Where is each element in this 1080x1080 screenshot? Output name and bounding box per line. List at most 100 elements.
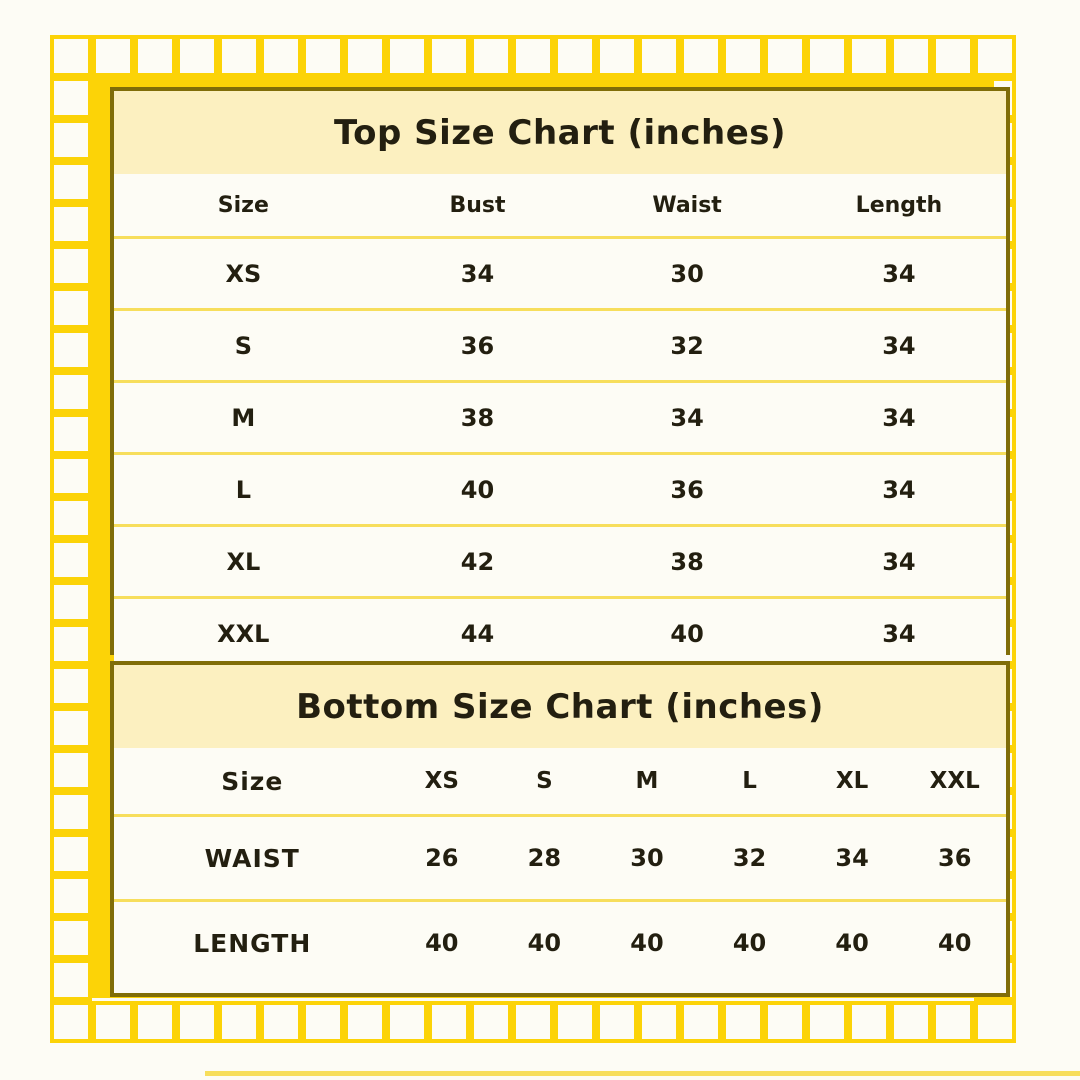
cell-length: 34 <box>791 308 1006 382</box>
frame-grid-cell <box>176 1001 218 1043</box>
frame-grid-cell <box>50 959 92 1001</box>
frame-grid-cell <box>50 77 92 119</box>
bottom-col-header-s: S <box>536 768 553 794</box>
top-chart-title: Top Size Chart (inches) <box>333 112 787 153</box>
frame-grid-cell <box>302 35 344 77</box>
frame-grid-cell <box>50 497 92 539</box>
cell-bust: 44 <box>372 596 583 668</box>
top-col-header-size: Size <box>217 192 269 218</box>
cell-waist-l: 32 <box>698 814 801 901</box>
frame-grid-cell <box>302 1001 344 1043</box>
frame-grid-cell <box>890 1001 932 1043</box>
cell-length: 34 <box>791 596 1006 668</box>
frame-grid-cell <box>386 35 428 77</box>
cell-size: XXL <box>114 596 373 668</box>
frame-grid-cell <box>50 119 92 161</box>
bottom-col-header-size: Size <box>221 766 284 796</box>
frame-grid-cell <box>638 35 680 77</box>
table-row: XL 42 38 34 <box>114 524 1006 598</box>
cell-length: 34 <box>791 452 1006 526</box>
cell-size: S <box>114 308 373 382</box>
cell-bust: 38 <box>372 380 583 454</box>
frame-grid-cell <box>848 35 890 77</box>
frame-grid-cell <box>50 161 92 203</box>
frame-grid-cell <box>134 1001 176 1043</box>
cell-waist-xxl: 36 <box>903 814 1006 901</box>
frame-grid-cell <box>932 35 974 77</box>
cell-waist-xs: 26 <box>390 814 494 901</box>
bottom-col-header-l: L <box>742 768 757 794</box>
cell-waist-s: 28 <box>493 814 596 901</box>
cell-bust: 36 <box>372 308 583 382</box>
frame-grid-cell <box>50 245 92 287</box>
cell-bust: 34 <box>372 236 583 310</box>
cell-length-l: 40 <box>698 899 801 984</box>
frame-grid-cell <box>428 1001 470 1043</box>
frame-grid-cell <box>50 203 92 245</box>
bottom-col-header-xxl: XXL <box>929 768 980 794</box>
cell-waist: 30 <box>582 236 792 310</box>
bottom-table-body: WAIST 26 28 30 32 34 36 LENGTH 40 40 40 … <box>114 814 1006 984</box>
frame-grid-cell <box>50 329 92 371</box>
frame-grid-cell <box>680 1001 722 1043</box>
frame-grid-cell <box>260 1001 302 1043</box>
table-row: WAIST 26 28 30 32 34 36 <box>114 814 1006 901</box>
top-chart-header: Top Size Chart (inches) <box>114 91 1006 174</box>
cell-length-xl: 40 <box>800 899 904 984</box>
cell-waist: 34 <box>582 380 792 454</box>
table-row: L 40 36 34 <box>114 452 1006 526</box>
table-row: S 36 32 34 <box>114 308 1006 382</box>
bottom-col-header-xl: XL <box>835 768 869 794</box>
cell-length: 34 <box>791 236 1006 310</box>
frame-grid-cell <box>50 623 92 665</box>
frame-grid-cell <box>218 35 260 77</box>
frame-grid-cell <box>50 917 92 959</box>
table-row: M 38 34 34 <box>114 380 1006 454</box>
frame-grid-cell <box>806 35 848 77</box>
frame-grid-cell <box>890 35 932 77</box>
frame-grid-cell <box>764 1001 806 1043</box>
cell-size: XL <box>114 524 373 598</box>
frame-grid-cell <box>50 581 92 623</box>
top-col-header-length: Length <box>855 192 943 218</box>
top-table-header-row: Size Bust Waist Length <box>114 174 1006 238</box>
frame-grid-cell <box>92 35 134 77</box>
frame-grid-cell <box>50 791 92 833</box>
frame-grid-cell <box>218 1001 260 1043</box>
cell-waist-m: 30 <box>595 814 699 901</box>
frame-grid-cell <box>470 35 512 77</box>
frame-grid-cell <box>512 1001 554 1043</box>
bottom-size-chart-card: Bottom Size Chart (inches) Size XS S M L <box>110 661 1010 997</box>
bottom-col-header-xs: XS <box>424 768 459 794</box>
frame-grid-cell <box>50 833 92 875</box>
table-row: XS 34 30 34 <box>114 236 1006 310</box>
frame-grid-cell <box>92 1001 134 1043</box>
top-table-body: XS 34 30 34 S 36 32 34 M 38 34 <box>114 236 1006 668</box>
frame-grid-cell <box>50 707 92 749</box>
frame-grid-cell <box>680 35 722 77</box>
size-charts-container: Top Size Chart (inches) Size Bust Waist … <box>110 87 1010 997</box>
frame-grid-cell <box>50 287 92 329</box>
top-chart-body: Size Bust Waist Length XS 34 30 34 S <box>114 174 1006 668</box>
top-col-header-bust: Bust <box>449 192 506 218</box>
frame-grid-cell <box>722 1001 764 1043</box>
bottom-chart-body: Size XS S M L XL XXL WAIST 26 28 30 <box>114 748 1006 984</box>
cell-waist: 40 <box>582 596 792 668</box>
frame-grid-cell <box>50 749 92 791</box>
table-row: LENGTH 40 40 40 40 40 40 <box>114 899 1006 984</box>
frame-grid-cell <box>974 35 1016 77</box>
cell-bust: 42 <box>372 524 583 598</box>
frame-grid-cell <box>596 35 638 77</box>
cell-size: L <box>114 452 373 526</box>
top-col-header-waist: Waist <box>652 192 722 218</box>
frame-grid-cell <box>554 1001 596 1043</box>
cell-bust: 40 <box>372 452 583 526</box>
frame-grid-cell <box>176 35 218 77</box>
top-table-head: Size Bust Waist Length <box>114 174 1006 238</box>
frame-grid-cell <box>50 1001 92 1043</box>
cell-length-m: 40 <box>595 899 699 984</box>
cell-waist: 32 <box>582 308 792 382</box>
frame-grid-cell <box>50 875 92 917</box>
cell-size: XS <box>114 236 373 310</box>
frame-grid-cell <box>50 455 92 497</box>
